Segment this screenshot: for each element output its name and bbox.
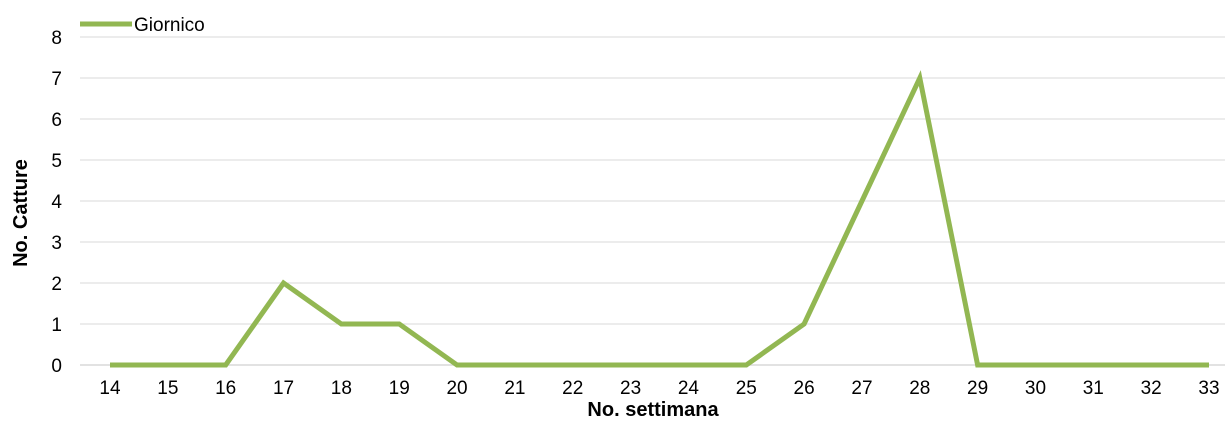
- x-tick-labels: 14 15 16 17 18 19 20 21 22 23 24 25 26 27 28 29 30 31 32 33: [99, 378, 1219, 399]
- y-tick-label: 6: [51, 110, 62, 131]
- series-line-giornico: [110, 70, 1209, 368]
- y-tick-label: 7: [51, 69, 62, 90]
- y-tick-label: 1: [51, 315, 62, 336]
- x-tick-label: 19: [389, 378, 410, 399]
- x-tick-label: 29: [967, 378, 988, 399]
- x-tick-label: 33: [1198, 378, 1219, 399]
- x-tick-label: 18: [331, 378, 352, 399]
- x-tick-label: 14: [99, 378, 121, 399]
- y-tick-label: 0: [51, 356, 62, 377]
- y-tick-label: 2: [51, 274, 62, 295]
- y-axis-title: No. Catture: [10, 159, 32, 267]
- gridlines: [80, 36, 1225, 325]
- x-tick-label: 32: [1141, 378, 1162, 399]
- legend: Giornico: [80, 15, 205, 36]
- x-tick-label: 20: [446, 378, 467, 399]
- x-tick-label: 26: [794, 378, 815, 399]
- x-tick-label: 31: [1083, 378, 1104, 399]
- x-tick-label: 22: [562, 378, 583, 399]
- x-tick-label: 27: [851, 378, 872, 399]
- x-tick-label: 16: [215, 378, 236, 399]
- x-tick-label: 24: [678, 378, 700, 399]
- x-tick-label: 23: [620, 378, 641, 399]
- y-tick-labels: 0 1 2 3 4 5 6 7 8: [51, 28, 62, 377]
- y-tick-label: 4: [51, 192, 62, 213]
- y-tick-label: 5: [51, 151, 62, 172]
- y-tick-label: 8: [51, 28, 62, 49]
- x-tick-label: 21: [504, 378, 525, 399]
- series-layer: [109, 70, 1210, 368]
- x-tick-label: 30: [1025, 378, 1046, 399]
- x-tick-label: 28: [909, 378, 930, 399]
- x-tick-label: 15: [157, 378, 178, 399]
- y-tick-label: 3: [51, 233, 62, 254]
- x-tick-label: 25: [736, 378, 757, 399]
- legend-label-giornico: Giornico: [134, 15, 205, 36]
- x-axis-title: No. settimana: [587, 399, 719, 421]
- x-tick-label: 17: [273, 378, 294, 399]
